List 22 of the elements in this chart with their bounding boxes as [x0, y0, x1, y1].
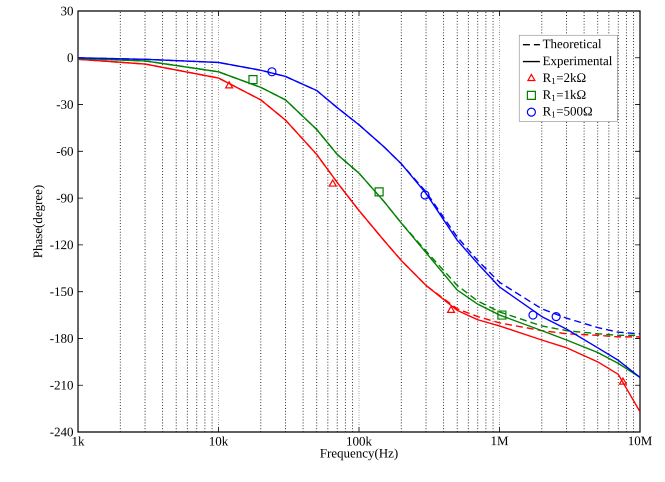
- x-tick-label: 100k: [347, 436, 372, 446]
- x-tick-label: 10M: [628, 436, 652, 446]
- y-tick-label: 30: [61, 6, 73, 16]
- y-tick-label: -180: [50, 334, 73, 343]
- y-tick-label: -120: [50, 240, 73, 250]
- x-tick-label: 1M: [492, 436, 508, 446]
- legend-label: R$_{1}$=2kΩ: [542, 73, 586, 84]
- legend-label: R$_{1}$=1kΩ: [542, 90, 586, 101]
- y-tick-label: -150: [50, 287, 73, 296]
- legend-label: R$_{1}$=500Ω: [542, 106, 592, 118]
- x-tick-label: 10k: [210, 436, 228, 446]
- y-tick-label: -30: [56, 100, 73, 109]
- legend-label: Theoretical: [542, 39, 602, 48]
- y-axis-title: Phase(degree): [33, 185, 45, 258]
- legend-label: Experimental: [542, 56, 612, 68]
- y-tick-label: -90: [56, 194, 73, 202]
- y-tick-label: -210: [50, 380, 73, 390]
- x-axis-title: Frequency(Hz): [320, 448, 398, 460]
- y-tick-label: -240: [50, 428, 73, 436]
- y-tick-label: 0: [68, 53, 73, 62]
- y-tick-label: -60: [56, 146, 73, 156]
- x-tick-label: 1k: [72, 436, 84, 446]
